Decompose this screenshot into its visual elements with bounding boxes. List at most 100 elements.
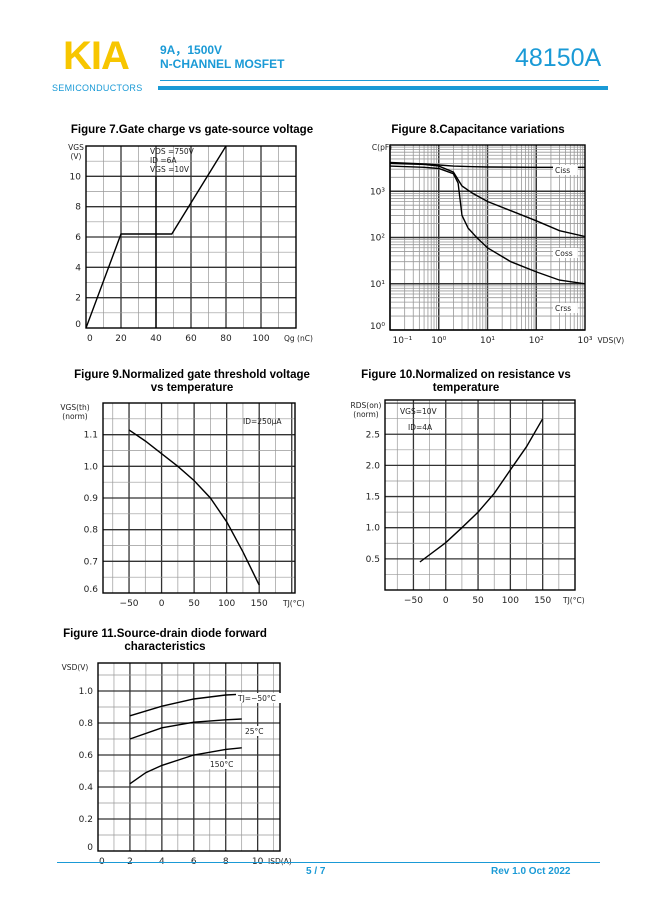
series-label-bg xyxy=(553,165,578,175)
y-tick-label: 0.4 xyxy=(79,783,94,793)
y-axis-label: VSD(V) xyxy=(62,663,89,672)
y-tick-label: 10¹ xyxy=(370,280,385,290)
figure-11: Figure 11.Source-drain diode forwardchar… xyxy=(62,628,292,867)
figure-9: Figure 9.Normalized gate threshold volta… xyxy=(60,369,310,609)
y-tick-label: 2.0 xyxy=(366,461,381,471)
figure-title: Figure 9.Normalized gate threshold volta… xyxy=(74,369,310,381)
y-tick-label: 2 xyxy=(75,294,81,304)
x-tick-label: 20 xyxy=(115,334,127,344)
page-number: 5 / 7 xyxy=(306,866,326,877)
device-rating: 9A，1500V xyxy=(160,43,223,57)
figure-8: Figure 8.Capacitance variations 10⁻¹ 10⁰ 10… xyxy=(370,124,624,346)
y-tick-label: 10⁰ xyxy=(370,322,385,332)
series-line xyxy=(419,418,544,563)
x-tick-label: 10³ xyxy=(577,336,592,346)
plot-frame xyxy=(97,662,281,852)
x-axis-label: TJ(°C) xyxy=(282,599,305,608)
y-tick-label: 0.6 xyxy=(84,585,99,595)
device-type: N-CHANNEL MOSFET xyxy=(160,57,285,71)
figure-7: Figure 7.Gate charge vs gate-source volt… xyxy=(68,124,313,344)
y-tick-label: 0.6 xyxy=(79,751,94,761)
x-tick-label: 50 xyxy=(188,599,200,609)
annotation: ID=250μA xyxy=(243,417,282,426)
plot-frame xyxy=(389,144,586,331)
y-axis-label: C(pF) xyxy=(372,143,392,152)
y-tick-label: 0.9 xyxy=(84,494,99,504)
y-tick-label: 1.1 xyxy=(84,431,98,441)
x-axis-label: Qg (nC) xyxy=(284,334,313,343)
y-axis-label: (V) xyxy=(71,152,82,161)
logo-subtitle: SEMICONDUCTORS xyxy=(52,83,143,93)
y-tick-label: 8 xyxy=(75,203,81,213)
x-tick-label: −50 xyxy=(120,599,139,609)
figure-title: Figure 8.Capacitance variations xyxy=(391,124,564,136)
series-label: 25°C xyxy=(245,727,264,736)
y-tick-label: 4 xyxy=(75,263,81,273)
x-axis-label: VDS(V) xyxy=(598,336,625,345)
y-tick-label: 0 xyxy=(75,320,81,330)
y-tick-label: 1.0 xyxy=(79,687,94,697)
y-tick-label: 2.5 xyxy=(366,430,380,440)
kia-logo: KIA xyxy=(63,34,130,78)
series-label-bg xyxy=(208,759,238,769)
y-tick-label: 0.2 xyxy=(79,815,93,825)
y-tick-label: 1.5 xyxy=(366,493,380,503)
series-label-bg xyxy=(243,726,268,736)
plot-frame xyxy=(384,399,576,591)
x-tick-label: 10² xyxy=(529,336,544,346)
series-line xyxy=(129,718,242,740)
x-axis-label: TJ(°C) xyxy=(562,596,585,605)
figure-title: Figure 11.Source-drain diode forward xyxy=(63,628,267,640)
series-label-bg xyxy=(236,693,282,703)
figure-title: Figure 7.Gate charge vs gate-source volt… xyxy=(71,124,313,136)
annotation: ID=4A xyxy=(408,423,433,432)
y-tick-label: 0.8 xyxy=(79,719,94,729)
x-tick-label: 10¹ xyxy=(480,336,495,346)
series-line xyxy=(85,145,227,329)
annotation: VDS =750V xyxy=(150,147,195,156)
x-tick-label: 100 xyxy=(252,334,269,344)
y-tick-label: 10³ xyxy=(370,187,385,197)
figure-title: Figure 10.Normalized on resistance vs xyxy=(361,369,571,381)
x-tick-label: 10⁰ xyxy=(431,336,446,346)
series-line xyxy=(128,429,260,586)
x-tick-label: 60 xyxy=(185,334,197,344)
series-line xyxy=(389,165,586,285)
x-tick-label: 40 xyxy=(150,334,162,344)
series-label: Ciss xyxy=(555,166,570,175)
figure-title: vs temperature xyxy=(151,382,233,394)
y-axis-label: RDS(on) xyxy=(351,401,382,410)
series-label-bg xyxy=(553,248,578,258)
x-tick-label: 100 xyxy=(218,599,235,609)
plot-frame xyxy=(85,145,297,329)
part-number: 48150A xyxy=(515,44,602,72)
y-tick-label: 10² xyxy=(370,234,385,244)
series-line xyxy=(129,693,242,717)
y-tick-label: 0.5 xyxy=(366,555,380,565)
y-axis-label: (norm) xyxy=(353,410,379,419)
plot-frame xyxy=(102,402,296,594)
header-divider-thick xyxy=(158,86,608,90)
series-line xyxy=(129,747,242,785)
series-label: Coss xyxy=(555,249,573,258)
revision: Rev 1.0 Oct 2022 xyxy=(491,866,571,877)
annotation: ID =6A xyxy=(150,156,177,165)
x-tick-label: 150 xyxy=(534,596,551,606)
series-label: Crss xyxy=(555,304,571,313)
x-axis-label: ISD(A) xyxy=(268,857,292,866)
x-tick-label: 100 xyxy=(502,596,519,606)
series-label-bg xyxy=(553,303,578,313)
series-label: TJ=−50°C xyxy=(237,694,276,703)
y-axis-label: VGS xyxy=(68,143,84,152)
y-tick-label: 0.8 xyxy=(84,526,99,536)
y-tick-label: 6 xyxy=(75,233,81,243)
x-tick-label: 50 xyxy=(472,596,484,606)
header-divider-thin xyxy=(160,80,599,81)
series-line xyxy=(389,162,586,238)
y-tick-label: 0 xyxy=(87,843,93,853)
y-axis-label: (norm) xyxy=(62,412,88,421)
series-label: 150°C xyxy=(210,760,233,769)
annotation: VGS=10V xyxy=(400,407,438,416)
